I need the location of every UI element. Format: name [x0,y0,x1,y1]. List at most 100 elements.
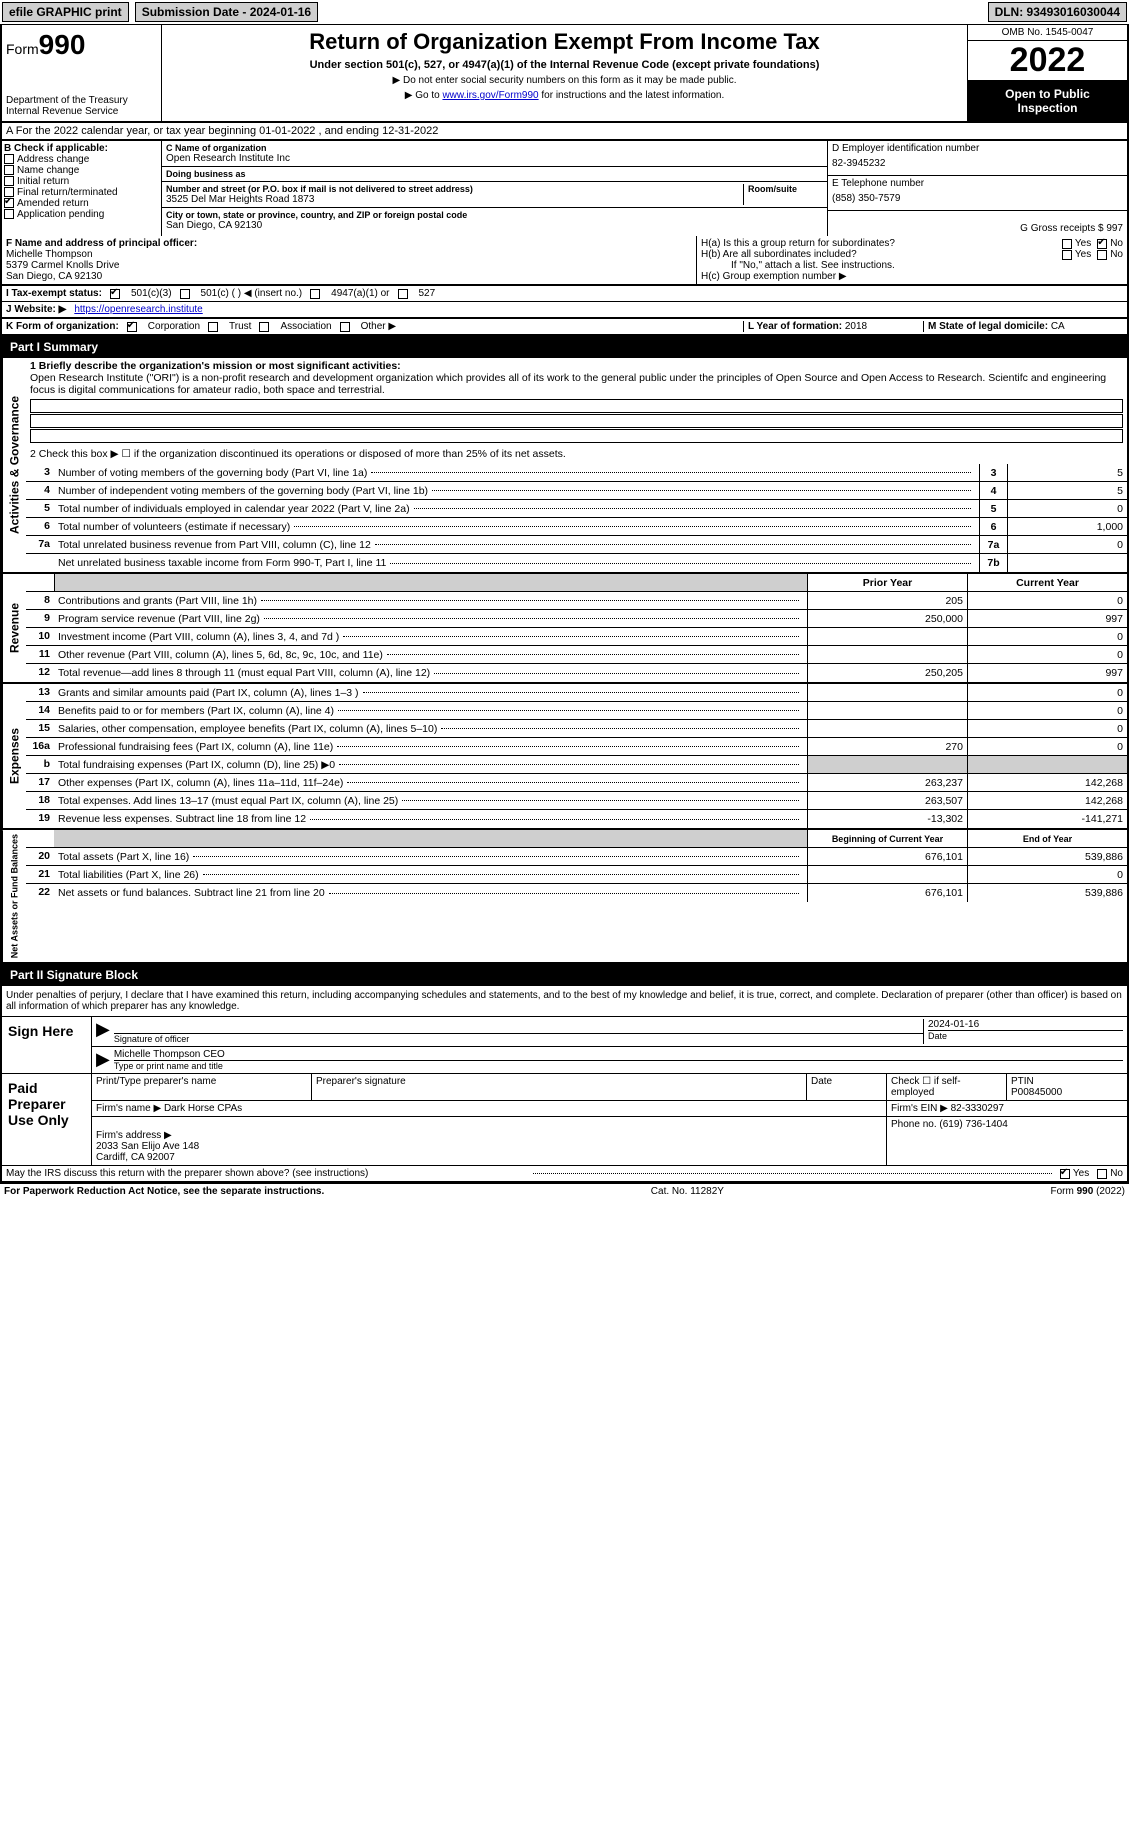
chk-amended[interactable]: Amended return [4,198,159,209]
goto-pre: ▶ Go to [405,90,443,101]
form-subtitle: Under section 501(c), 527, or 4947(a)(1)… [170,59,959,71]
arrow-icon: ▶ [96,1049,110,1071]
ha-no[interactable] [1097,239,1107,249]
firm-name-val: Dark Horse CPAs [164,1103,242,1114]
dept-treasury: Department of the Treasury Internal Reve… [6,95,157,117]
chk-pending[interactable]: Application pending [4,209,159,220]
cell-phone: E Telephone number (858) 350-7579 [828,176,1127,211]
opt-501c3: 501(c)(3) [131,288,172,299]
mission-line2 [30,414,1123,428]
chk-assoc[interactable] [259,322,269,332]
side-exp: Expenses [2,684,26,828]
chk-name[interactable]: Name change [4,165,159,176]
city-val: San Diego, CA 92130 [166,220,823,231]
formorg-lbl: K Form of organization: [6,321,119,332]
prep-date-lbl: Date [807,1074,887,1100]
col-c: C Name of organization Open Research Ins… [162,141,827,236]
rev-block: Revenue Prior Year Current Year 8 Contri… [0,574,1129,684]
chk-501c3[interactable] [110,289,120,299]
hdr-curr: Current Year [967,574,1127,591]
form-number: Form990 [6,29,157,61]
mission-lbl: 1 Briefly describe the organization's mi… [30,360,401,372]
penalty-stmt: Under penalties of perjury, I declare th… [2,986,1127,1017]
section-a: A For the 2022 calendar year, or tax yea… [0,123,1129,141]
irs-link[interactable]: www.irs.gov/Form990 [442,90,538,101]
firm-name-lbl: Firm's name ▶ [96,1103,161,1114]
table-row: b Total fundraising expenses (Part IX, c… [26,756,1127,774]
opt-corp: Corporation [148,321,200,332]
chk-501c[interactable] [180,289,190,299]
col-f: F Name and address of principal officer:… [2,236,697,284]
na-header: Beginning of Current Year End of Year [26,830,1127,848]
header-mid: Return of Organization Exempt From Incom… [162,25,967,121]
part1-bar: Part I Summary [0,336,1129,358]
name-title-lbl: Type or print name and title [114,1060,1123,1071]
header-left: Form990 Department of the Treasury Inter… [2,25,162,121]
ein-lbl: D Employer identification number [832,143,1123,154]
chk-address-lbl: Address change [17,154,89,165]
hb-no[interactable] [1097,250,1107,260]
ha-yes-lbl: Yes [1075,238,1091,249]
discuss-no[interactable] [1097,1169,1107,1179]
check-self[interactable]: Check ☐ if self-employed [887,1074,1007,1100]
ptin-lbl: PTIN [1011,1076,1034,1087]
gross-val: 997 [1106,223,1123,234]
goto-note: ▶ Go to www.irs.gov/Form990 for instruct… [170,90,959,101]
website-link[interactable]: https://openresearch.institute [74,304,202,315]
cat-no: Cat. No. 11282Y [651,1186,724,1197]
sig-officer-lbl: Signature of officer [114,1033,923,1044]
chk-initial[interactable]: Initial return [4,176,159,187]
ha-yes[interactable] [1062,239,1072,249]
row-j: J Website: ▶ https://openresearch.instit… [0,302,1129,319]
topbar: efile GRAPHIC print Submission Date - 20… [0,0,1129,25]
ha-no-lbl: No [1110,238,1123,249]
discuss-yes-lbl: Yes [1073,1168,1089,1179]
ha-lbl: H(a) Is this a group return for subordin… [701,238,1062,249]
orgname-val: Open Research Institute Inc [166,153,823,164]
open-public: Open to Public Inspection [968,81,1127,121]
side-na: Net Assets or Fund Balances [2,830,26,962]
opt-other: Other ▶ [361,321,396,332]
table-row: 11 Other revenue (Part VIII, column (A),… [26,646,1127,664]
mission-text: Open Research Institute ("ORI") is a non… [30,372,1106,396]
form-footer: Form 990 (2022) [1051,1186,1125,1197]
sig-date-val: 2024-01-16 [928,1019,1123,1030]
chk-name-lbl: Name change [17,165,79,176]
name-title-val: Michelle Thompson CEO [114,1049,1123,1060]
table-row: 22 Net assets or fund balances. Subtract… [26,884,1127,902]
chk-final-lbl: Final return/terminated [17,187,118,198]
chk-4947[interactable] [310,289,320,299]
firm-ein-lbl: Firm's EIN ▶ [891,1103,948,1114]
chk-address[interactable]: Address change [4,154,159,165]
chk-527[interactable] [398,289,408,299]
phone-val: (858) 350-7579 [832,189,1123,208]
table-row: 21 Total liabilities (Part X, line 26) 0 [26,866,1127,884]
chk-final[interactable]: Final return/terminated [4,187,159,198]
header-right: OMB No. 1545-0047 2022 Open to Public In… [967,25,1127,121]
row-i: I Tax-exempt status: 501(c)(3) 501(c) ( … [0,286,1129,302]
domicile-val: CA [1051,321,1065,332]
chk-other[interactable] [340,322,350,332]
rev-header: Prior Year Current Year [26,574,1127,592]
hb-yes[interactable] [1062,250,1072,260]
table-row: 14 Benefits paid to or for members (Part… [26,702,1127,720]
firm-phone-lbl: Phone no. [891,1119,937,1130]
sig-date-lbl: Date [928,1030,1123,1041]
discuss-yes[interactable] [1060,1169,1070,1179]
table-row: 20 Total assets (Part X, line 16) 676,10… [26,848,1127,866]
tax-year: 2022 [968,41,1127,81]
sig-block: Under penalties of perjury, I declare th… [0,986,1129,1183]
gov-block: Activities & Governance 1 Briefly descri… [0,358,1129,574]
chk-corp[interactable] [127,322,137,332]
officer-lbl: F Name and address of principal officer: [6,238,692,249]
chk-pending-lbl: Application pending [17,209,104,220]
hb-yes-lbl: Yes [1075,249,1091,260]
firm-addr-val: 2033 San Elijo Ave 148 Cardiff, CA 92007 [96,1141,199,1163]
chk-trust[interactable] [208,322,218,332]
table-row: 19 Revenue less expenses. Subtract line … [26,810,1127,828]
table-row: 10 Investment income (Part VIII, column … [26,628,1127,646]
form-prefix: Form [6,41,39,57]
arrow-icon: ▶ [96,1019,110,1044]
cell-ein: D Employer identification number 82-3945… [828,141,1127,176]
form-no: 990 [39,29,86,60]
